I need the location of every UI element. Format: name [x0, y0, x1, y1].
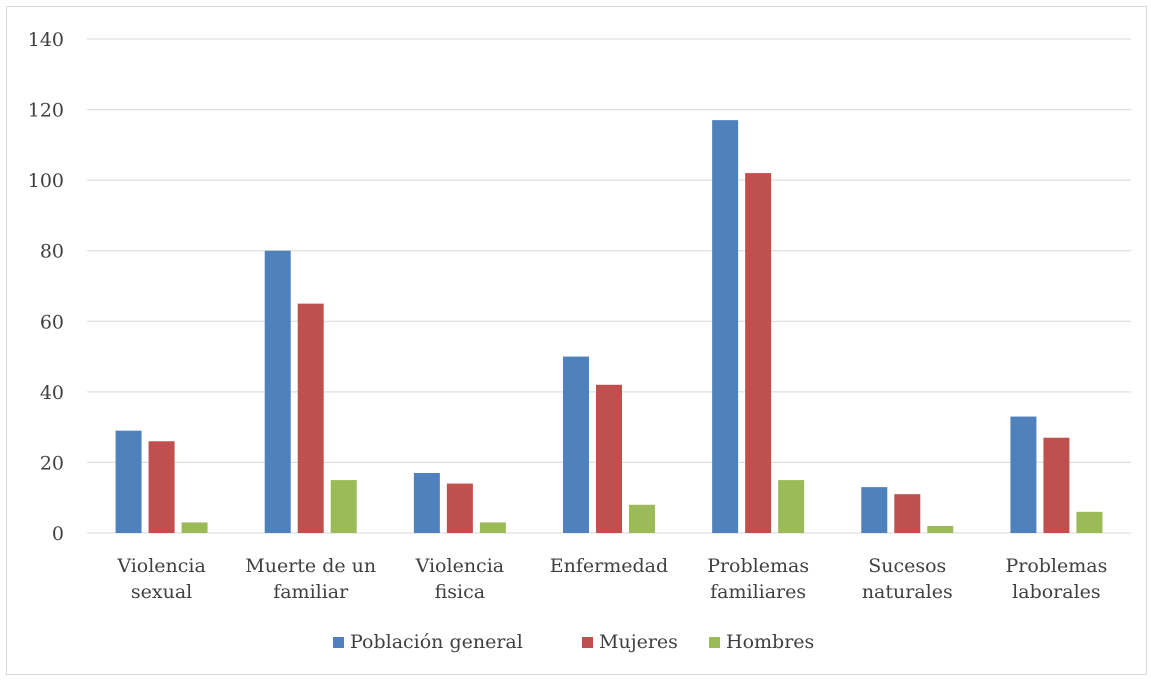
- x-axis-categories: Violencia sexual Muerte de un familiar Viole…: [116, 555, 1107, 603]
- bar-mujeres: [148, 441, 175, 533]
- x-category-label: familiares: [710, 581, 806, 603]
- bar-hombres: [927, 525, 954, 533]
- bar-mujeres: [745, 173, 772, 534]
- y-tick-label: 100: [28, 170, 64, 192]
- y-tick-label: 0: [52, 523, 64, 545]
- y-tick-label: 120: [28, 100, 64, 122]
- bar-mujeres: [1043, 437, 1070, 533]
- legend-label: Población general: [350, 631, 523, 653]
- y-tick-label: 80: [40, 241, 64, 263]
- legend-swatch: [709, 637, 720, 648]
- x-category-label: Sucesos: [868, 555, 946, 577]
- bar-chart: 0 20 40 60 80 100 120 140 Violencia sexual Muerte…: [28, 29, 1131, 653]
- bar-mujeres: [894, 494, 921, 533]
- x-category-label: sexual: [131, 581, 192, 603]
- x-category-label: laborales: [1012, 581, 1101, 603]
- bar-mujeres: [596, 384, 622, 533]
- bar-hombres: [778, 480, 805, 533]
- bar-hombres: [181, 522, 208, 533]
- bar-poblaci-n-general: [115, 430, 142, 533]
- bar-hombres: [629, 504, 655, 533]
- y-tick-label: 60: [40, 311, 64, 333]
- bar-hombres: [1076, 511, 1103, 533]
- bar-mujeres: [446, 483, 473, 533]
- bar-poblaci-n-general: [1010, 416, 1037, 533]
- bar-poblaci-n-general: [712, 120, 739, 534]
- y-tick-label: 20: [40, 452, 64, 474]
- bars: [115, 120, 1103, 534]
- bar-hombres: [479, 522, 506, 533]
- x-category-label: naturales: [862, 581, 953, 603]
- x-category-label: familiar: [273, 581, 349, 603]
- legend: Población general Mujeres Hombres: [333, 631, 814, 653]
- bar-hombres: [330, 480, 357, 533]
- bar-poblaci-n-general: [861, 487, 888, 533]
- legend-swatch: [582, 637, 593, 648]
- bar-poblaci-n-general: [264, 250, 291, 533]
- x-category-label: Problemas: [1005, 555, 1107, 577]
- legend-label: Hombres: [726, 631, 814, 653]
- bar-poblaci-n-general: [413, 473, 440, 533]
- bar-mujeres: [297, 303, 324, 533]
- y-tick-label: 40: [40, 382, 64, 404]
- legend-label: Mujeres: [599, 631, 678, 653]
- x-category-label: Violencia: [116, 555, 206, 577]
- chart-frame: 0 20 40 60 80 100 120 140 Violencia sexual Muerte…: [6, 6, 1147, 675]
- x-category-label: Problemas: [707, 555, 809, 577]
- legend-swatch: [333, 637, 344, 648]
- x-category-label: Muerte de un: [245, 555, 376, 577]
- y-axis-ticks: 0 20 40 60 80 100 120 140: [28, 29, 64, 545]
- y-tick-label: 140: [28, 29, 64, 51]
- x-category-label: fisica: [435, 581, 485, 603]
- x-category-label: Violencia: [415, 555, 505, 577]
- x-category-label: Enfermedad: [550, 555, 668, 577]
- bar-poblaci-n-general: [563, 356, 589, 533]
